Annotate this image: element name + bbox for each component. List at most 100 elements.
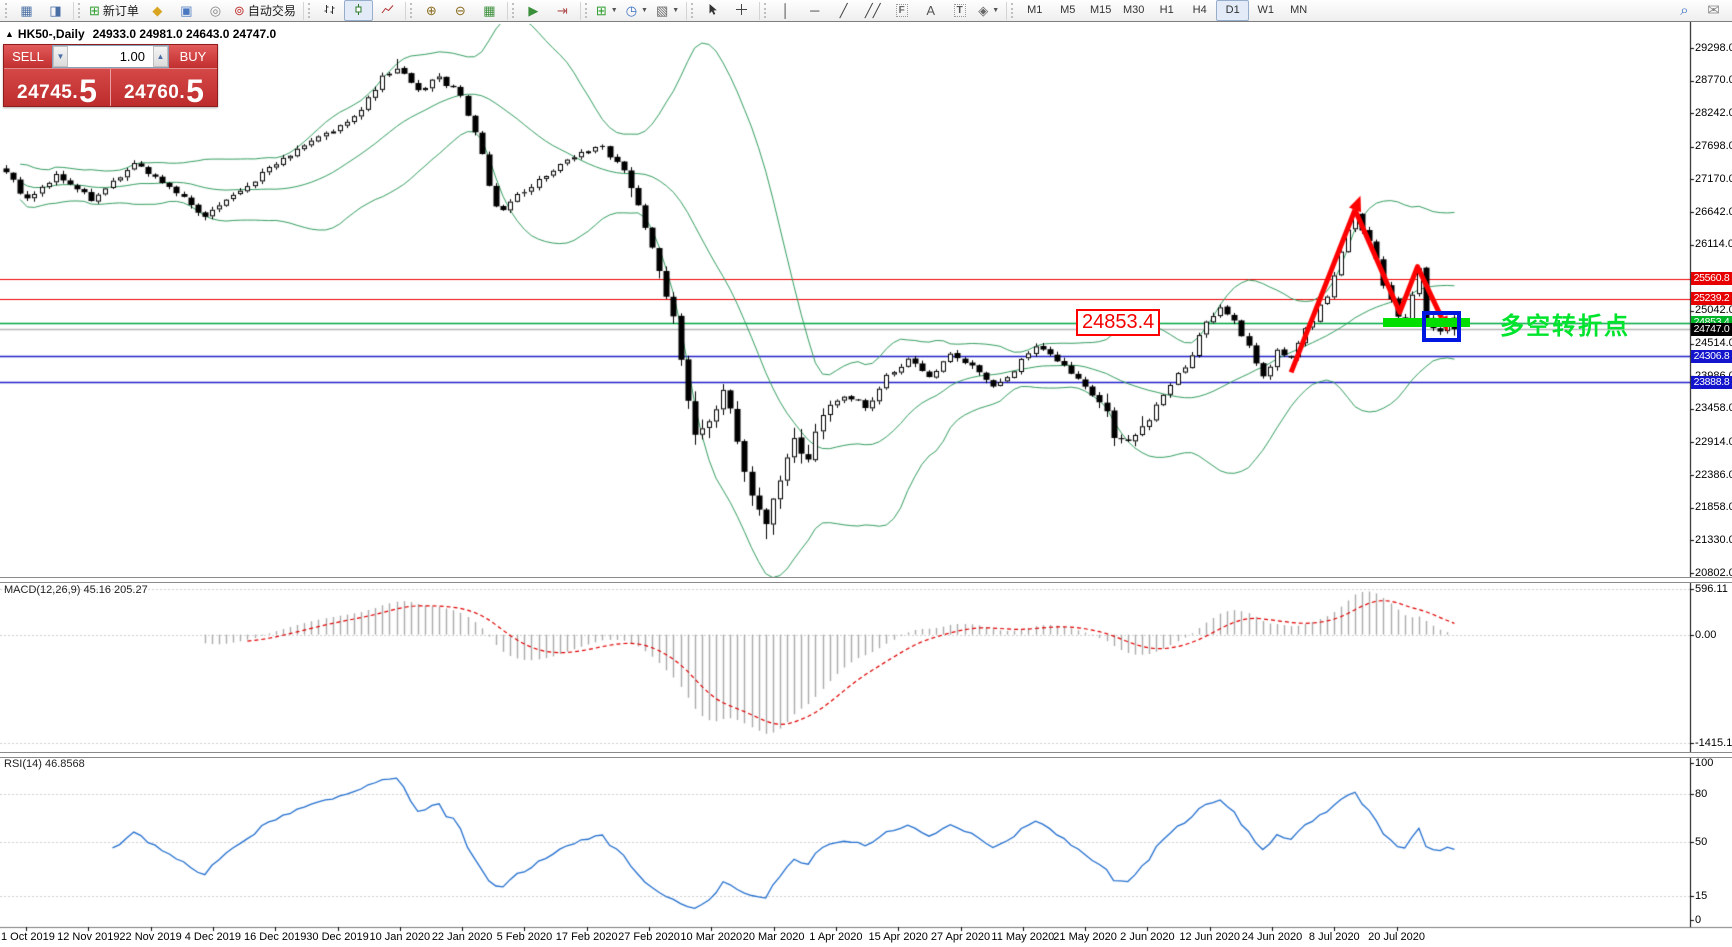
price-chart-canvas[interactable] xyxy=(0,22,1732,947)
bar-chart-icon[interactable] xyxy=(315,0,344,21)
candlestick-chart-icon[interactable] xyxy=(343,0,373,21)
rsi-label: RSI(14) 46.8568 xyxy=(4,758,85,770)
auto-scroll-button[interactable]: ▶ xyxy=(519,0,548,21)
signals-icon[interactable]: ◎ xyxy=(201,0,230,21)
timeframe-m30[interactable]: M30 xyxy=(1123,4,1145,16)
fibonacci-icon[interactable]: F xyxy=(887,0,916,21)
timeframe-mn[interactable]: MN xyxy=(1290,4,1308,16)
arrows-button: ◈ xyxy=(978,3,989,18)
autotrading-button[interactable]: ⊚ 自动交易 xyxy=(230,0,300,21)
turning-point-text[interactable]: 多空转折点 xyxy=(1500,313,1630,340)
rsi-axis-label: 100 xyxy=(1695,757,1714,769)
new-order-button-label: 新订单 xyxy=(102,3,139,18)
zoom-out-button[interactable]: ⊖ xyxy=(446,0,475,21)
pane-splitter-rsi[interactable] xyxy=(0,752,1732,758)
date-axis-label: 16 Dec 2019 xyxy=(243,931,307,943)
toolbar-grip[interactable] xyxy=(409,3,414,18)
chat-icon[interactable]: ✉ xyxy=(1707,2,1720,19)
zoom-in-button: ⊕ xyxy=(425,3,437,18)
chart-symbol-period: HK50-,Daily xyxy=(17,27,85,41)
price-axis-label: 21330.0 xyxy=(1695,533,1732,546)
date-axis-label: 30 Dec 2019 xyxy=(306,931,369,943)
toolbar-grip[interactable] xyxy=(307,3,312,18)
price-axis-label: 24514.0 xyxy=(1695,337,1732,350)
cursor-icon xyxy=(706,3,719,18)
indicators-button[interactable]: ⊞ ▼ xyxy=(592,0,622,21)
line-chart-icon xyxy=(381,3,394,18)
timeframe-m1[interactable]: M1 xyxy=(1027,4,1043,16)
toolbar-separator xyxy=(759,1,761,20)
date-axis-label: 22 Nov 2019 xyxy=(119,931,182,943)
timeframe-h1[interactable]: H1 xyxy=(1159,4,1174,16)
gold-icon[interactable]: ◆ xyxy=(143,0,172,21)
candlestick-chart-icon xyxy=(352,3,365,18)
profile-window-icon[interactable]: ◨ xyxy=(41,0,70,21)
autotrading-button-label: 自动交易 xyxy=(247,3,296,18)
volume-increase-button[interactable]: ▲ xyxy=(153,46,168,67)
date-axis-label: 1 Oct 2019 xyxy=(1,931,55,943)
new-order-button[interactable]: ⊞ 新订单 xyxy=(85,0,143,21)
equidistant-channel-icon[interactable]: ╱╱ xyxy=(858,0,887,21)
buy-price-button[interactable]: 24760. 5 xyxy=(111,69,217,109)
date-axis-label: 2 Jun 2020 xyxy=(1120,931,1175,943)
autotrading-button: ⊚ xyxy=(233,3,245,18)
timeframe-m5[interactable]: M5 xyxy=(1060,4,1076,16)
tile-windows-icon[interactable]: ▦ xyxy=(475,0,504,21)
periods-button[interactable]: ◷ ▼ xyxy=(622,0,652,21)
toolbar-grip[interactable] xyxy=(764,3,768,18)
charts-grid-icon[interactable]: ▦ xyxy=(12,0,41,21)
pivot-price-label[interactable]: 24853.4 xyxy=(1076,309,1161,336)
timeframe-m15[interactable]: M15 xyxy=(1090,4,1112,16)
vertical-line-icon: │ xyxy=(781,3,790,18)
timeframe-h4[interactable]: H4 xyxy=(1192,4,1207,16)
line-chart-icon[interactable] xyxy=(373,0,402,21)
toolbar-grip[interactable] xyxy=(5,3,9,18)
date-axis-label: 21 May 2020 xyxy=(1053,931,1117,943)
volume-decrease-button[interactable]: ▼ xyxy=(53,46,68,67)
chart-shift-button[interactable]: ⇥ xyxy=(548,0,577,21)
templates-button: ▧ xyxy=(655,3,669,18)
zoom-in-button[interactable]: ⊕ xyxy=(417,0,446,21)
gold-icon: ◆ xyxy=(152,3,163,18)
timeframe-d1[interactable]: D1 xyxy=(1216,0,1250,21)
trendline-icon[interactable]: ╱ xyxy=(829,0,858,21)
market-window-icon[interactable]: ▣ xyxy=(172,0,201,21)
arrows-button[interactable]: ◈ ▼ xyxy=(974,0,1003,21)
volume-input[interactable]: 1.00 xyxy=(119,49,145,64)
crosshair-icon[interactable] xyxy=(727,0,756,21)
text-icon[interactable]: A xyxy=(916,0,945,21)
support-zone-bar[interactable] xyxy=(1383,318,1470,327)
search-icon[interactable]: ⌕ xyxy=(1680,2,1689,19)
horizontal-line-icon[interactable]: ─ xyxy=(800,0,829,21)
date-axis-label: 27 Apr 2020 xyxy=(930,931,991,943)
buy-price-pip: 5 xyxy=(186,72,204,109)
toolbar-grip[interactable] xyxy=(511,3,516,18)
consolidation-highlight-box[interactable] xyxy=(1422,311,1461,342)
text-label-icon: T xyxy=(953,4,966,17)
sell-price-button[interactable]: 24745. 5 xyxy=(4,69,111,107)
price-axis-label: 22386.0 xyxy=(1695,468,1732,481)
vertical-line-icon[interactable]: │ xyxy=(771,0,800,21)
toolbar-grip[interactable] xyxy=(1011,3,1015,18)
toolbar-grip[interactable] xyxy=(584,3,589,18)
new-order-button: ⊞ xyxy=(89,3,100,18)
toolbar-grip[interactable] xyxy=(691,3,695,18)
cursor-icon[interactable] xyxy=(698,0,727,21)
trendline-icon: ╱ xyxy=(839,3,848,18)
toolbar-grip[interactable] xyxy=(78,3,82,18)
text-label-icon[interactable]: T xyxy=(945,0,974,21)
date-axis-label: 11 May 2020 xyxy=(991,931,1055,943)
timeframe-w1[interactable]: W1 xyxy=(1257,4,1274,16)
price-axis-label: 29298.0 xyxy=(1695,41,1732,54)
pane-splitter-macd[interactable] xyxy=(0,577,1732,583)
current-price-badge: 24747.0 xyxy=(1691,322,1732,336)
horizontal-line-icon: ─ xyxy=(810,3,820,18)
resistance-badge-1: 25560.8 xyxy=(1691,272,1732,286)
templates-button[interactable]: ▧ ▼ xyxy=(652,0,683,21)
date-axis-label: 12 Nov 2019 xyxy=(57,931,120,943)
one-click-trade-panel: SELL ▼ 1.00 ▲ BUY 24745. 5 24760. 5 xyxy=(3,44,218,107)
sell-button[interactable]: SELL xyxy=(4,45,52,68)
chart-ohlc-values: 24933.0 24981.0 24643.0 24747.0 xyxy=(92,27,277,41)
buy-button[interactable]: BUY xyxy=(169,45,217,68)
